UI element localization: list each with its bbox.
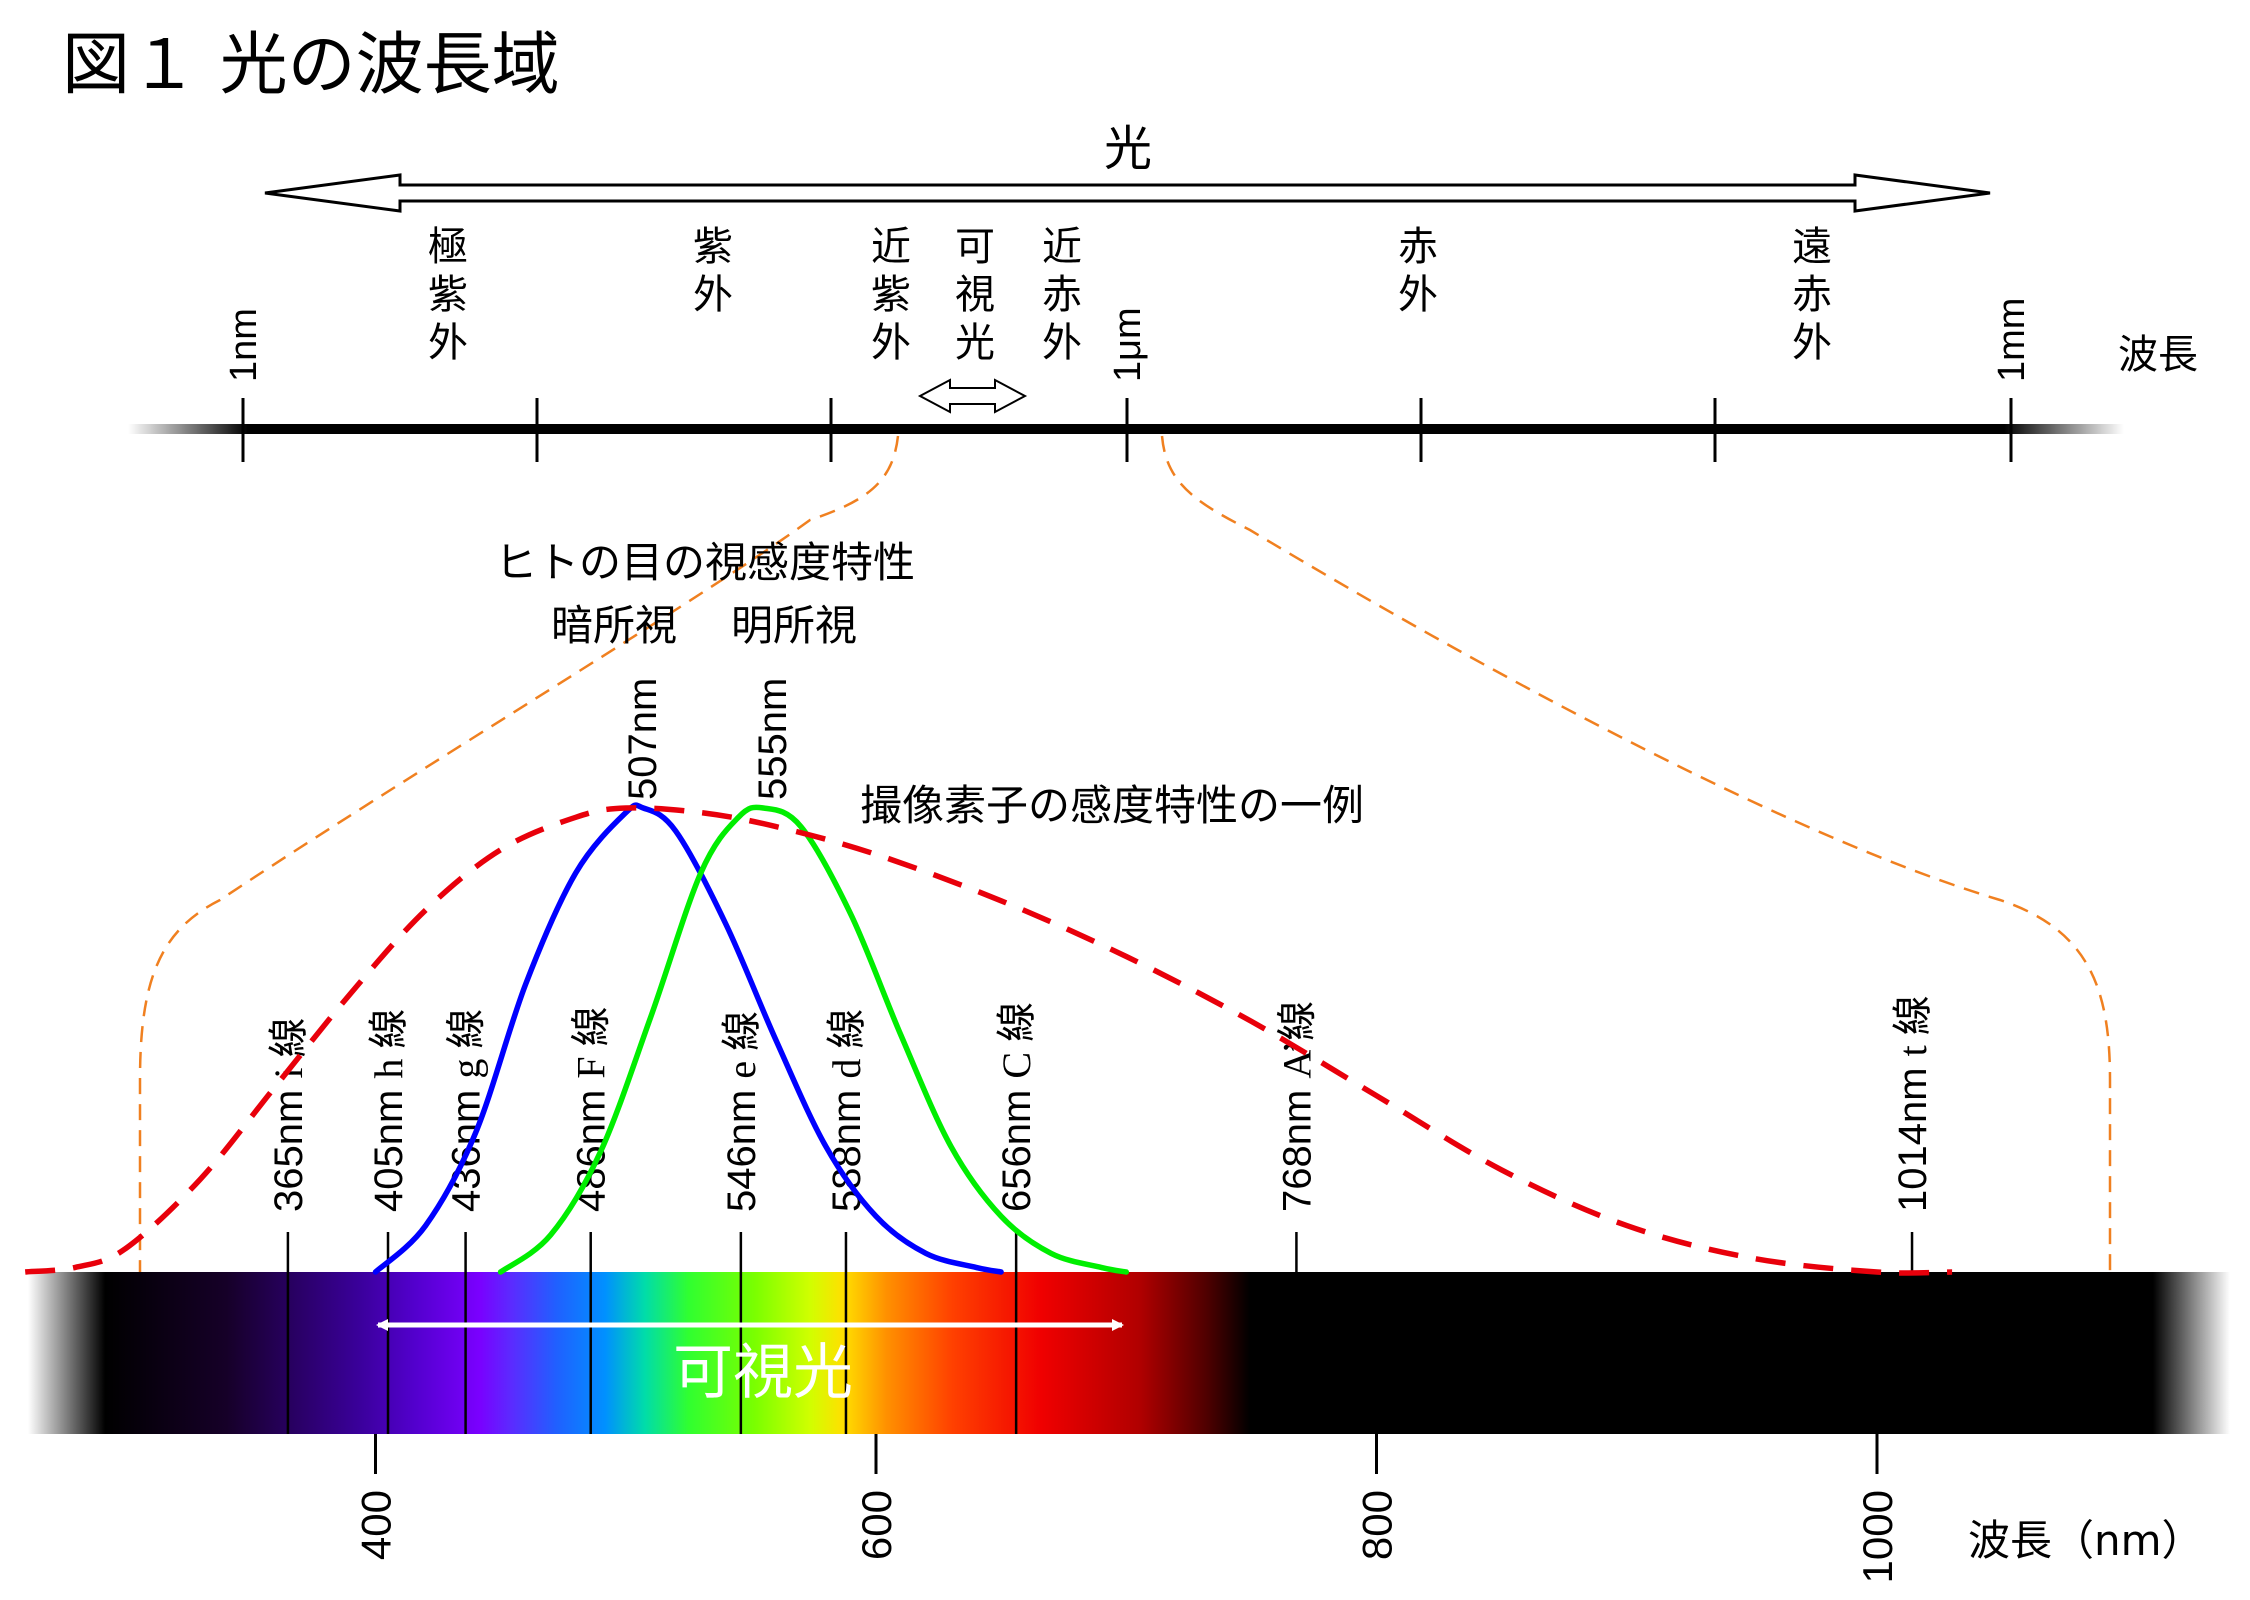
top-axis-label: 波長 <box>2118 332 2198 378</box>
photopic-peak-label: 555nm <box>751 678 795 800</box>
region-label-char: 赤 <box>1398 224 1438 270</box>
scotopic-curve <box>372 802 1004 1275</box>
zoom-guide-lines <box>138 435 2112 1272</box>
photopic-label: 明所視 <box>731 601 857 650</box>
sensor-sensitivity-curve <box>24 805 1953 1276</box>
bottom-axis-tick-label: 800 <box>1354 1490 1401 1560</box>
spectral-line-label: 365nm i 線 <box>266 1017 311 1212</box>
scotopic-label: 暗所視 <box>551 601 677 650</box>
region-label-char: 紫 <box>871 272 911 318</box>
region-label-char: 紫 <box>693 224 733 270</box>
region-label-char: 外 <box>1398 272 1438 318</box>
top-axis-tick-label: 1mm <box>1991 298 2033 382</box>
spectral-line-label: 588nm d 線 <box>824 1009 869 1212</box>
scotopic-peak-label: 507nm <box>621 678 665 800</box>
top-axis-tick-label: 1nm <box>223 308 265 382</box>
spectral-line-label: 1014nm t 線 <box>1890 995 1935 1212</box>
region-label-char: 赤 <box>1042 272 1082 318</box>
region-label-char: 近 <box>1042 224 1082 270</box>
spectral-line-label: 436nm g 線 <box>444 1009 489 1212</box>
region-label-char: 極 <box>428 224 468 270</box>
visible-light-label: 可視光 <box>673 1338 853 1408</box>
photopic-curve <box>497 804 1130 1275</box>
region-label-char: 外 <box>1042 320 1082 366</box>
figure-title: 図１ 光の波長域 <box>62 26 560 105</box>
region-label-char: 可 <box>955 224 995 270</box>
region-label-char: 近 <box>871 224 911 270</box>
eye-sensitivity-title: ヒトの目の視感度特性 <box>495 538 915 587</box>
light-arrow-label: 光 <box>1104 121 1152 177</box>
spectral-line-label: 405nm h 線 <box>366 1009 411 1212</box>
top-axis-ticks <box>241 398 2013 462</box>
spectrum-bar <box>28 1272 2230 1434</box>
light-range-arrow <box>264 173 1991 213</box>
region-label-char: 光 <box>955 320 995 366</box>
region-label-char: 外 <box>1792 320 1832 366</box>
spectral-line-label: 546nm e 線 <box>719 1011 764 1212</box>
spectral-line-label: 486nm F 線 <box>569 1006 614 1212</box>
top-axis-tick-labels: 1nm 1μm 1mm <box>223 298 2033 382</box>
bottom-axis-tick-label: 400 <box>353 1490 400 1560</box>
bottom-axis-tick-label: 600 <box>853 1490 900 1560</box>
spectral-line-label: 656nm C 線 <box>994 1002 1039 1212</box>
sensitivity-curves <box>24 802 1953 1276</box>
region-label-char: 外 <box>871 320 911 366</box>
region-label-char: 外 <box>428 320 468 366</box>
bottom-axis-tick-label: 1000 <box>1854 1490 1901 1583</box>
spectral-lines <box>286 1232 1914 1434</box>
sensor-sensitivity-caption: 撮像素子の感度特性の一例 <box>860 781 1364 830</box>
bottom-axis-tick-labels: 400 600 800 1000 <box>353 1490 1902 1583</box>
visible-light-small-arrow <box>917 378 1028 414</box>
bottom-axis-ticks <box>374 1434 1879 1474</box>
region-label-char: 赤 <box>1792 272 1832 318</box>
top-axis-tick-label: 1μm <box>1107 307 1149 382</box>
region-label-char: 外 <box>693 272 733 318</box>
region-label-char: 遠 <box>1792 224 1832 270</box>
spectral-line-labels: 365nm i 線 405nm h 線 436nm g 線 486nm F 線 546n… <box>266 995 1935 1212</box>
region-label-char: 紫 <box>428 272 468 318</box>
bottom-axis-label: 波長（nm） <box>1968 1516 2204 1565</box>
region-label-char: 視 <box>955 272 995 318</box>
spectral-line-label: 768nm A’線 <box>1274 1001 1319 1212</box>
